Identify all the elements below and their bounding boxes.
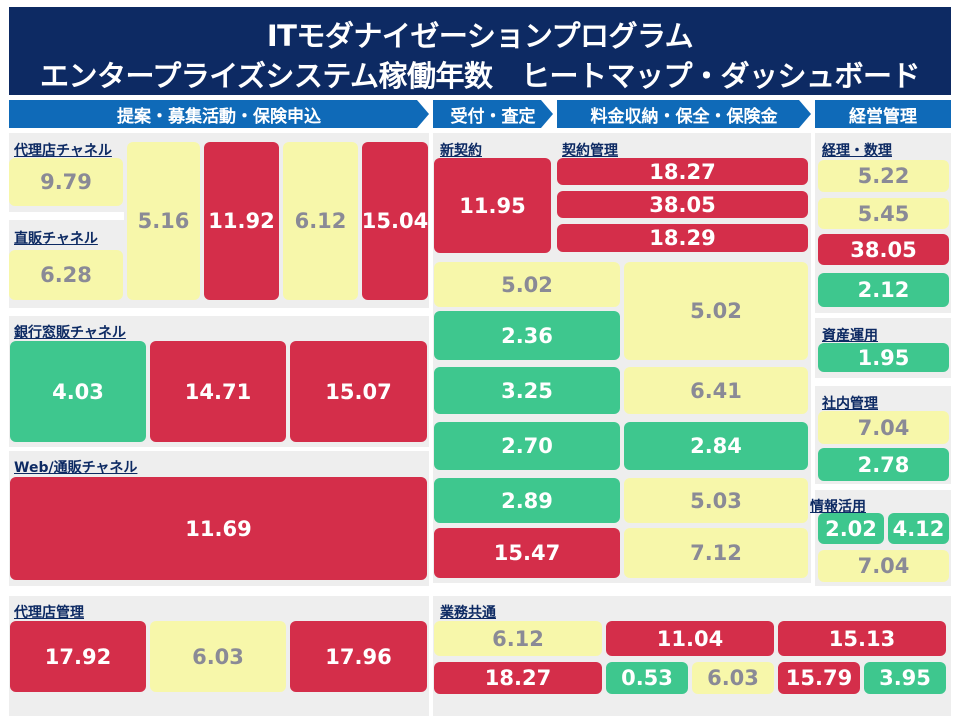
heatmap-cell[interactable]: 2.70 [434, 422, 620, 470]
heatmap-cell[interactable]: 5.02 [434, 262, 620, 307]
heatmap-cell[interactable]: 7.04 [818, 550, 949, 582]
heatmap-cell[interactable]: 2.84 [624, 422, 808, 470]
heatmap-cell[interactable]: 17.96 [290, 621, 427, 692]
heatmap-cell[interactable]: 2.36 [434, 311, 620, 360]
heatmap-cell[interactable]: 11.92 [204, 142, 279, 300]
heatmap-cell[interactable]: 15.07 [290, 341, 427, 442]
heatmap-cell[interactable]: 1.95 [818, 343, 949, 372]
group-label-asset-management: 資産運用 [822, 328, 878, 344]
group-label-contract-management: 契約管理 [562, 143, 618, 159]
panel-common-business [433, 596, 951, 716]
group-label-bank-channel: 銀行窓販チャネル [14, 325, 126, 341]
heatmap-cell[interactable]: 11.04 [606, 621, 774, 656]
stage-underwriting: 受付・査定 [433, 100, 553, 128]
dashboard-header: ITモダナイゼーションプログラム エンタープライズシステム稼働年数 ヒートマップ… [9, 7, 951, 95]
heatmap-cell[interactable]: 3.95 [864, 662, 946, 694]
heatmap-cell[interactable]: 2.12 [818, 273, 949, 307]
stage-management: 経営管理 [815, 100, 951, 128]
page-subtitle: エンタープライズシステム稼働年数 ヒートマップ・ダッシュボード [39, 59, 921, 93]
heatmap-cell[interactable]: 5.16 [127, 142, 200, 300]
heatmap-cell[interactable]: 6.41 [624, 367, 808, 414]
heatmap-cell[interactable]: 3.25 [434, 367, 620, 414]
heatmap-cell[interactable]: 38.05 [818, 234, 949, 265]
heatmap-cell[interactable]: 2.89 [434, 478, 620, 523]
page-title: ITモダナイゼーションプログラム [266, 19, 694, 53]
heatmap-cell[interactable]: 15.79 [778, 662, 860, 694]
heatmap-cell[interactable]: 14.71 [150, 341, 286, 442]
heatmap-cell[interactable]: 17.92 [10, 621, 146, 692]
heatmap-cell[interactable]: 6.12 [283, 142, 358, 300]
group-label-common-business: 業務共通 [440, 605, 496, 621]
heatmap-cell[interactable]: 5.22 [818, 160, 949, 192]
heatmap-cell[interactable]: 0.53 [606, 662, 688, 694]
stage-proposal: 提案・募集活動・保険申込 [9, 100, 429, 128]
heatmap-cell[interactable]: 6.03 [150, 621, 286, 692]
heatmap-cell[interactable]: 15.04 [362, 142, 428, 300]
heatmap-cell[interactable]: 15.47 [434, 528, 620, 578]
heatmap-cell[interactable]: 38.05 [557, 191, 808, 218]
heatmap-cell[interactable]: 18.29 [557, 224, 808, 252]
heatmap-cell[interactable]: 5.45 [818, 198, 949, 229]
group-label-accounting: 経理・数理 [822, 143, 892, 159]
group-label-internal-management: 社内管理 [822, 396, 878, 412]
group-label-agency-channel: 代理店チャネル [14, 143, 112, 159]
heatmap-cell[interactable]: 5.02 [624, 262, 808, 360]
group-label-agency-management: 代理店管理 [14, 605, 84, 621]
heatmap-cell[interactable]: 9.79 [9, 158, 123, 206]
heatmap-cell[interactable]: 7.04 [818, 411, 949, 444]
heatmap-cell[interactable]: 15.13 [778, 621, 946, 656]
heatmap-cell[interactable]: 18.27 [557, 158, 808, 185]
heatmap-cell[interactable]: 6.03 [692, 662, 774, 694]
heatmap-cell[interactable]: 4.03 [10, 341, 146, 442]
separator [9, 212, 124, 220]
group-label-web-channel: Web/通販チャネル [14, 460, 138, 476]
heatmap-cell[interactable]: 11.69 [10, 477, 427, 580]
group-label-info-utilization: 情報活用 [810, 499, 866, 515]
stage-billing: 料金収納・保全・保険金 [557, 100, 811, 128]
heatmap-cell[interactable]: 2.78 [818, 448, 949, 481]
group-label-new-contract: 新契約 [440, 143, 482, 159]
group-label-direct-channel: 直販チャネル [14, 231, 98, 247]
heatmap-cell[interactable]: 7.12 [624, 528, 808, 578]
heatmap-cell[interactable]: 6.12 [434, 621, 602, 656]
heatmap-cell[interactable]: 6.28 [9, 250, 123, 300]
heatmap-cell[interactable]: 5.03 [624, 478, 808, 523]
heatmap-cell[interactable]: 2.02 [818, 513, 884, 544]
heatmap-cell[interactable]: 18.27 [434, 662, 602, 694]
heatmap-cell[interactable]: 4.12 [888, 513, 949, 544]
heatmap-cell[interactable]: 11.95 [434, 158, 551, 253]
